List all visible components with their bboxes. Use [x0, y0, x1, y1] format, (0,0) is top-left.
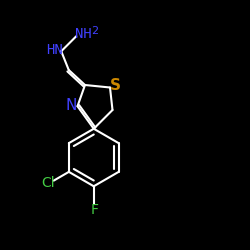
Text: 2: 2 — [92, 26, 98, 36]
Text: NH: NH — [75, 27, 92, 41]
Text: N: N — [66, 98, 77, 112]
Text: HN: HN — [46, 43, 64, 57]
Text: Cl: Cl — [42, 176, 55, 190]
Text: F: F — [91, 203, 99, 217]
Text: S: S — [110, 78, 121, 93]
